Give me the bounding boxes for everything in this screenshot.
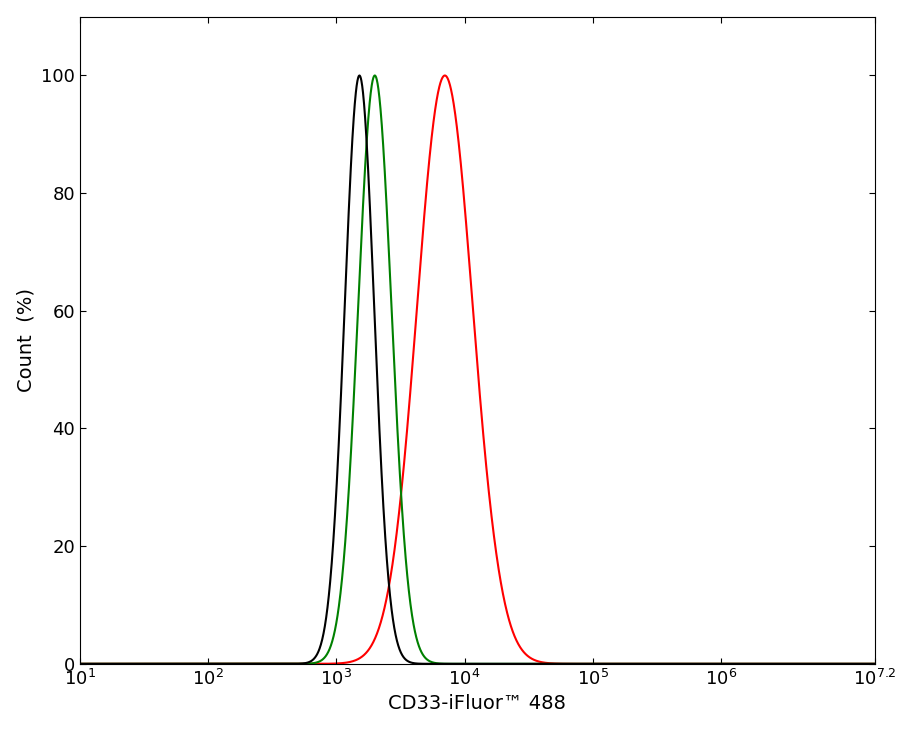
Y-axis label: Count  (%): Count (%) [16,288,36,392]
X-axis label: CD33-iFluor™ 488: CD33-iFluor™ 488 [388,694,566,713]
